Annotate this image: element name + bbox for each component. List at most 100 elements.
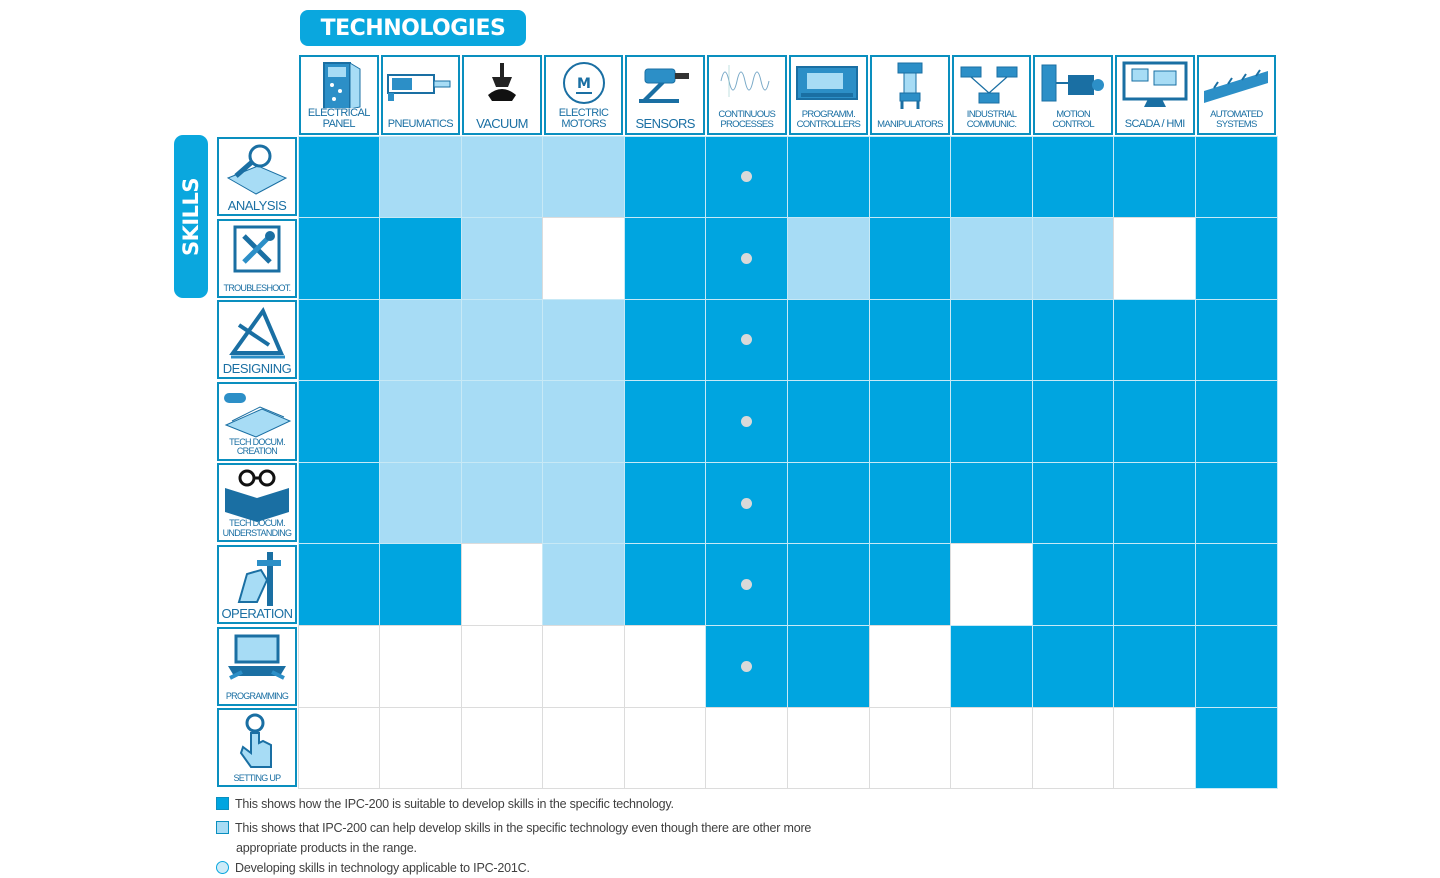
matrix-cell [950, 298, 1033, 382]
matrix-cell [1113, 543, 1197, 627]
ipc-201c-dot [741, 579, 753, 591]
matrix-cell [1031, 543, 1115, 627]
matrix-cell [787, 625, 870, 708]
matrix-cell [1195, 706, 1278, 790]
matrix-cell [542, 217, 625, 300]
matrix-cell [1113, 217, 1197, 300]
matrix-cell [705, 380, 789, 463]
row-header-8: SETTING UP [217, 708, 297, 788]
column-header-label: ELECTRICAL PANEL [301, 108, 377, 133]
row-header-label: OPERATION [221, 606, 293, 621]
matrix-cell [379, 298, 462, 382]
column-header-2: PNEUMATICS [380, 55, 461, 135]
ipc-201c-dot [741, 497, 753, 509]
legend-light: This shows that IPC-200 can help develop… [216, 821, 811, 835]
matrix-cell [623, 380, 707, 463]
row-header-3: DESIGNING [217, 300, 297, 380]
row-header-label: DESIGNING [222, 361, 292, 377]
column-header-10: MOTION CONTROL [1033, 55, 1113, 135]
matrix-cell [1195, 135, 1278, 219]
column-header-label: INDUSTRIAL COMMUNIC. [953, 110, 1030, 133]
legend-light-swatch [216, 821, 229, 834]
matrix-cell [950, 380, 1033, 463]
matrix-cell [950, 461, 1033, 545]
ipc-201c-dot [741, 660, 753, 672]
row-header-6: OPERATION [217, 545, 297, 624]
matrix-cell [1031, 298, 1115, 382]
matrix-cell [868, 380, 952, 463]
matrix-cell [705, 543, 789, 627]
column-header-12: AUTOMATED SYSTEMS [1196, 55, 1277, 135]
matrix-cell [705, 298, 789, 382]
row-header-7: PROGRAMMING [217, 626, 297, 706]
matrix-cell [460, 706, 544, 790]
matrix-cell [950, 706, 1033, 790]
legend-dark-swatch [216, 797, 229, 810]
matrix-cell [868, 135, 952, 219]
matrix-cell [1113, 625, 1197, 708]
matrix-cell [297, 135, 381, 219]
column-header-6: CONTINUOUS PROCESSES [706, 55, 787, 135]
matrix-cell [787, 380, 870, 463]
matrix-cell [297, 298, 381, 382]
ipc-201c-dot [741, 252, 753, 264]
matrix-cell [868, 706, 952, 790]
row-header-2: TROUBLESHOOT. [217, 218, 297, 298]
technologies-title: TECHNOLOGIES [300, 10, 526, 46]
column-header-label: ELECTRIC MOTORS [545, 108, 622, 133]
column-header-9: INDUSTRIAL COMMUNIC. [951, 55, 1032, 135]
matrix-cell [542, 380, 625, 463]
matrix-cell [297, 625, 381, 708]
column-header-4: M ELECTRIC MOTORS [543, 55, 624, 135]
matrix-cell [379, 380, 462, 463]
skills-title: SKILLS [174, 135, 208, 298]
matrix-cell [460, 625, 544, 708]
matrix-cell [1031, 380, 1115, 463]
svg-text:M: M [577, 76, 591, 92]
matrix-cell [1195, 380, 1278, 463]
ipc-201c-dot [741, 334, 753, 346]
column-header-11: SCADA / HMI [1114, 55, 1195, 135]
matrix-cell [460, 135, 544, 219]
row-header-label: TECH DOCUM. CREATION [229, 436, 285, 457]
matrix-cell [1031, 461, 1115, 545]
legend-dark: This shows how the IPC-200 is suitable t… [216, 797, 674, 811]
row-header-label: TECH DOCUM. UNDERSTANDING [222, 518, 292, 538]
row-header-label: SETTING UP [233, 772, 281, 783]
matrix-cell [787, 298, 870, 382]
matrix-cell [623, 706, 707, 790]
matrix-cell [623, 298, 707, 382]
matrix-cell [868, 625, 952, 708]
matrix-cell [623, 461, 707, 545]
matrix-cell [542, 543, 625, 627]
matrix-cell [868, 217, 952, 300]
matrix-cell [705, 625, 789, 708]
matrix-cell [705, 461, 789, 545]
row-header-4: TECH DOCUM. CREATION [217, 381, 297, 461]
matrix-cell [787, 706, 870, 790]
column-header-label: MOTION CONTROL [1035, 110, 1111, 133]
column-header-1: ELECTRICAL PANEL [299, 55, 379, 135]
column-header-label: VACUUM [464, 117, 540, 133]
matrix-cell [868, 461, 952, 545]
matrix-cell [379, 543, 462, 627]
matrix-cell [542, 298, 625, 382]
legend-light-cont: appropriate products in the range. [236, 841, 417, 855]
matrix-cell [379, 625, 462, 708]
matrix-cell [1195, 543, 1278, 627]
matrix-cell [787, 135, 870, 219]
matrix-cell [297, 706, 381, 790]
column-header-label: AUTOMATED SYSTEMS [1198, 110, 1275, 133]
matrix-cell [1113, 298, 1197, 382]
matrix-cell [1195, 298, 1278, 382]
matrix-cell [950, 217, 1033, 300]
matrix-cell [950, 543, 1033, 627]
matrix-cell [1031, 217, 1115, 300]
matrix-cell [1113, 706, 1197, 790]
matrix-cell [623, 217, 707, 300]
legend-dark-text: This shows how the IPC-200 is suitable t… [235, 797, 674, 811]
matrix-cell [1113, 380, 1197, 463]
matrix-cell [379, 706, 462, 790]
column-header-7: PROGRAMM. CONTROLLERS [788, 55, 869, 135]
matrix-cell [460, 543, 544, 627]
